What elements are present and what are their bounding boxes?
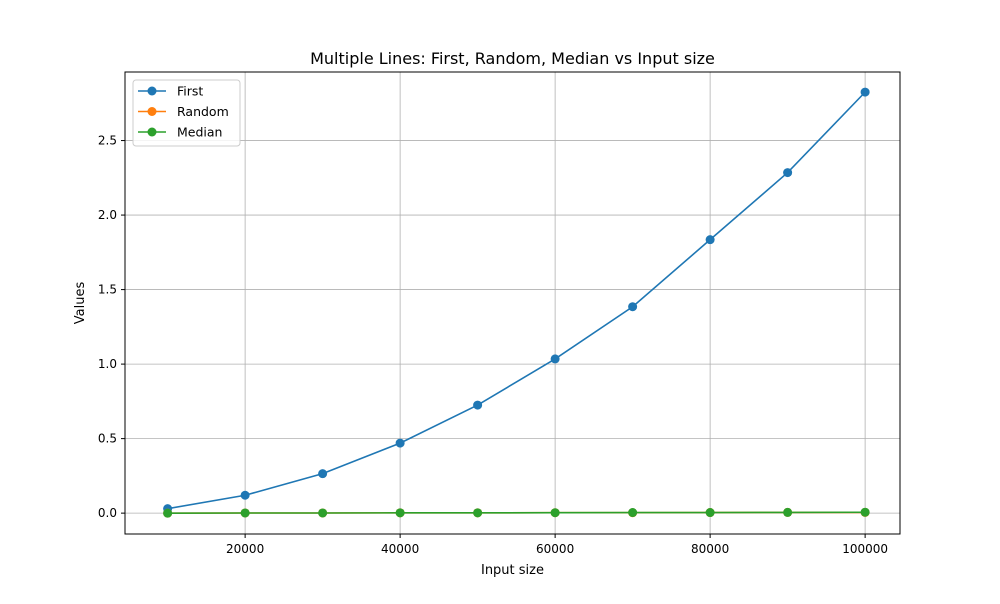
data-point [240,490,250,500]
y-tick-label: 1.5 [98,283,117,297]
y-tick-label: 1.0 [98,357,117,371]
data-point [163,508,173,518]
data-point [705,235,715,245]
data-point [860,87,870,97]
legend-label: Random [177,104,229,119]
data-point [395,508,405,518]
data-point [550,508,560,518]
data-point [860,507,870,517]
data-point [395,438,405,448]
plot-frame [124,71,901,535]
data-point [550,354,560,364]
axis-ticks: 20000 40000 60000 80000 100000 0.0 0.5 1.0 1.5 2.… [98,134,888,556]
y-tick-label: 2.5 [98,134,117,148]
series-line [167,511,866,514]
legend-label: First [177,84,203,99]
chart-title: Multiple Lines: First, Random, Median vs… [310,49,715,68]
x-tick-label: 100000 [842,542,888,556]
data-point [783,507,793,517]
legend-box [132,79,241,147]
data-point [473,400,483,410]
series-first [163,87,870,514]
data-point [318,508,328,518]
data-point [240,508,250,518]
data-point [783,168,793,178]
legend-marker [147,86,157,96]
legend-marker [147,127,157,137]
x-tick-label: 60000 [536,542,574,556]
data-point [318,469,328,479]
data-point [705,508,715,518]
legend: First Random Median [132,79,241,147]
grid [125,72,900,534]
x-tick-label: 80000 [691,542,729,556]
legend-item-random: Random [138,104,229,119]
series-line [167,91,866,510]
x-tick-label: 20000 [226,542,264,556]
series-median [163,507,870,518]
data-point [628,508,638,518]
legend-label: Median [177,125,222,140]
data-point [628,302,638,312]
y-tick-label: 2.0 [98,208,117,222]
series [163,87,870,518]
y-tick-label: 0.5 [98,432,117,446]
x-tick-label: 40000 [381,542,419,556]
data-point [473,508,483,518]
x-axis-label: Input size [481,563,544,578]
legend-marker [147,107,157,116]
y-tick-label: 0.0 [98,506,117,520]
legend-item-median: Median [138,125,222,140]
y-axis-label: Values [73,282,88,325]
legend-item-first: First [138,84,203,99]
